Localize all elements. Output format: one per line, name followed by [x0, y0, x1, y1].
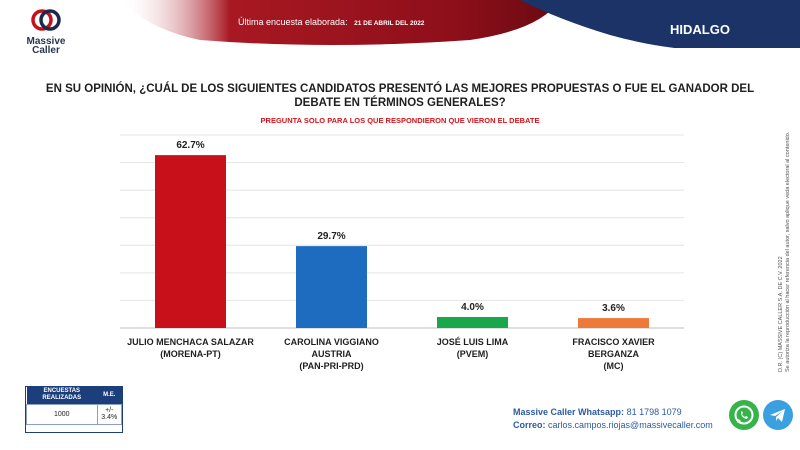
category-label: JULIO MENCHACA SALAZAR	[127, 337, 254, 347]
email-link[interactable]: carlos.campos.riojas@massivecaller.com	[548, 420, 713, 430]
category-label: (MC)	[604, 361, 624, 371]
contact-info: Massive Caller Whatsapp: 81 1798 1079 Co…	[513, 406, 713, 432]
question-title: EN SU OPINIÓN, ¿CUÁL DE LOS SIGUIENTES C…	[45, 83, 755, 109]
telegram-icon[interactable]	[763, 400, 793, 430]
category-label: CAROLINA VIGGIANO	[284, 337, 379, 347]
header-band	[120, 0, 800, 48]
bar	[437, 316, 508, 328]
data-label: 3.6%	[602, 303, 625, 314]
category-label: AUSTRIA	[312, 349, 352, 359]
bar	[578, 318, 649, 328]
bar	[155, 155, 226, 328]
bar	[296, 246, 367, 328]
data-label: 4.0%	[461, 302, 484, 313]
question-subnote: PREGUNTA SOLO PARA LOS QUE RESPONDIERON …	[260, 116, 540, 125]
category-label: (MORENA-PT)	[160, 349, 221, 359]
category-label: BERGANZA	[588, 349, 639, 359]
category-label: JOSÉ LUIS LIMA	[437, 337, 509, 347]
brand-name-line2: Caller	[32, 45, 60, 56]
brand-name-line1: Massive	[26, 36, 66, 47]
legal-line-2: Se autoriza la reproducción al hacer ref…	[785, 131, 791, 372]
legal-line-1: D.R. (C) MASSIVE CALLER S.A. DE C.V. 202…	[778, 256, 784, 372]
data-label: 62.7%	[176, 140, 204, 151]
margin-of-error-table: ENCUESTAS REALIZADAS M.E. 1000 +/- 3.4%	[25, 386, 123, 433]
category-label: FRACISCO XAVIER	[572, 337, 655, 347]
whatsapp-icon[interactable]	[729, 400, 759, 430]
whatsapp-number[interactable]: 81 1798 1079	[626, 407, 682, 417]
category-label: (PVEM)	[457, 349, 489, 359]
whatsapp-label: Massive Caller Whatsapp:	[513, 407, 625, 417]
surveys-value: 1000	[26, 403, 98, 425]
brand-logo: Massive Caller	[22, 8, 70, 56]
survey-date-line: Última encuesta elaborada: 21 DE ABRIL D…	[238, 17, 424, 27]
logo-icon	[31, 9, 61, 31]
email-label: Correo:	[513, 420, 546, 430]
survey-date: 21 DE ABRIL DEL 2022	[354, 20, 425, 27]
margin-value: +/- 3.4%	[96, 403, 123, 425]
data-label: 29.7%	[317, 231, 345, 242]
legal-notice: D.R. (C) MASSIVE CALLER S.A. DE C.V. 202…	[778, 72, 792, 372]
survey-label: Última encuesta elaborada:	[238, 17, 348, 27]
state-title: HIDALGO	[670, 22, 730, 37]
margin-header: M.E.	[97, 387, 122, 404]
category-label: (PAN-PRI-PRD)	[299, 361, 363, 371]
surveys-header: ENCUESTAS REALIZADAS	[26, 387, 98, 404]
